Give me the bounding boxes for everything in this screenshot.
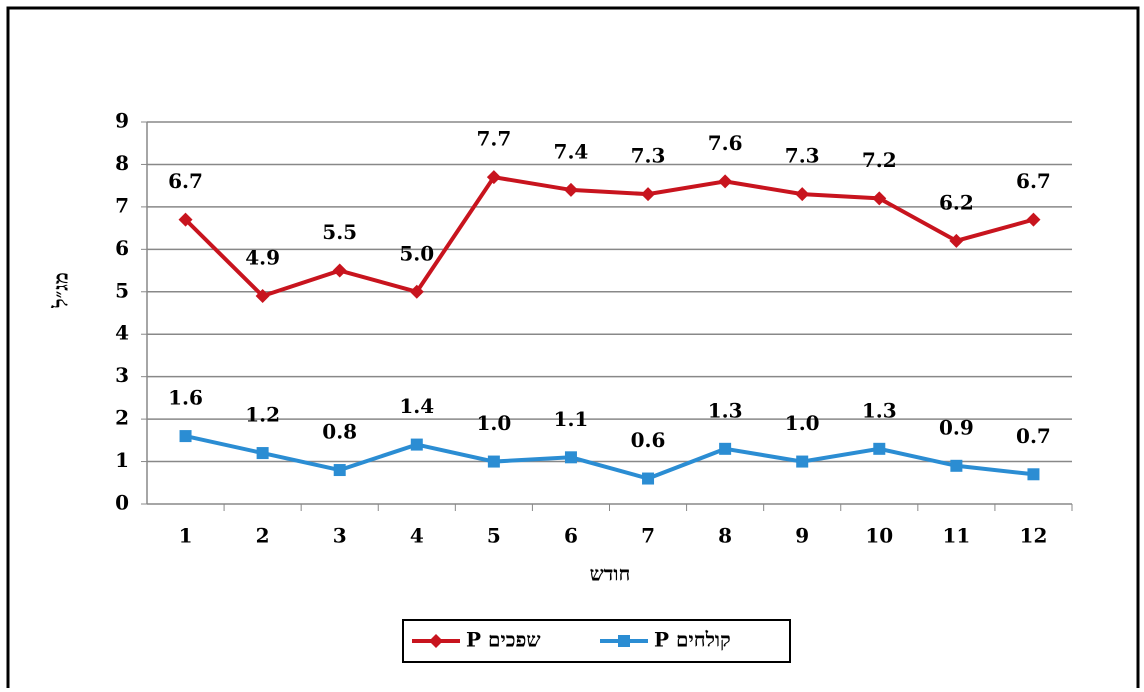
x-tick-label: 2: [256, 524, 270, 548]
point: [1026, 212, 1041, 227]
data-label: 7.2: [862, 148, 897, 172]
data-label: 0.6: [631, 428, 666, 452]
y-tick-label: 7: [115, 193, 129, 217]
legend-box: [402, 619, 791, 663]
point: [950, 459, 963, 472]
data-label: 1.2: [245, 403, 280, 427]
data-label: 1.0: [476, 411, 511, 435]
point: [872, 191, 887, 206]
x-tick-label: 3: [333, 524, 347, 548]
data-label: 4.9: [245, 246, 280, 270]
legend-marker: [618, 635, 630, 647]
data-label: 1.6: [168, 386, 203, 410]
x-tick-label: 8: [718, 524, 732, 548]
point: [178, 212, 193, 227]
frame: [6, 6, 1140, 692]
y-tick-label: 1: [115, 448, 129, 472]
data-label: 6.2: [939, 190, 974, 214]
point: [796, 455, 809, 468]
legend-marker: [429, 634, 443, 648]
y-tick-label: 6: [115, 236, 129, 260]
data-label: 7.4: [554, 139, 589, 163]
point: [486, 170, 501, 185]
data-label: 7.3: [631, 144, 666, 168]
x-tick-label: 9: [795, 524, 809, 548]
x-tick-label: 5: [487, 524, 501, 548]
point: [332, 263, 347, 278]
y-axis-label: מג״ל: [49, 272, 73, 308]
series-line: [185, 434, 1034, 481]
y-tick-label: 4: [115, 321, 129, 345]
x-axis-label: חודש: [590, 562, 631, 586]
y-tick-label: 0: [115, 491, 129, 515]
y-tick-label: 2: [115, 406, 129, 430]
point: [795, 187, 810, 202]
x-tick-label: 1: [179, 524, 193, 548]
data-label: 1.1: [554, 407, 589, 431]
series-line: [184, 174, 1034, 299]
y-tick-label: 5: [115, 278, 129, 302]
point: [255, 289, 270, 304]
point: [487, 455, 500, 468]
data-label: 7.6: [708, 131, 743, 155]
point: [179, 430, 192, 443]
point: [410, 438, 423, 451]
data-label: 1.3: [862, 398, 897, 422]
y-tick-label: 8: [115, 151, 129, 175]
legend-label: קולחים P: [654, 628, 731, 652]
data-label: 0.8: [322, 420, 357, 444]
point: [642, 472, 655, 485]
legend-label: שפכים P: [466, 628, 541, 652]
point: [949, 233, 964, 248]
point: [641, 187, 656, 202]
point: [564, 451, 577, 464]
data-label: 1.4: [399, 394, 434, 418]
data-label: 1.3: [708, 398, 743, 422]
x-tick-label: 4: [410, 524, 424, 548]
data-label: 7.3: [785, 144, 820, 168]
x-tick-label: 12: [1020, 524, 1048, 548]
point: [719, 442, 732, 455]
point: [409, 284, 424, 299]
y-tick-label: 9: [115, 109, 129, 133]
point: [1027, 468, 1040, 481]
point: [256, 447, 269, 460]
x-tick-label: 6: [564, 524, 578, 548]
x-tick-label: 10: [865, 524, 893, 548]
data-label: 7.7: [476, 127, 511, 151]
data-label: 5.0: [399, 241, 434, 265]
data-label: 6.7: [168, 169, 203, 193]
point: [563, 182, 578, 197]
data-label: 0.7: [1016, 424, 1051, 448]
x-tick-label: 7: [641, 524, 655, 548]
point: [333, 464, 346, 477]
point: [718, 174, 733, 189]
data-label: 0.9: [939, 415, 974, 439]
data-label: 6.7: [1016, 169, 1051, 193]
point: [873, 442, 886, 455]
y-tick-label: 3: [115, 363, 129, 387]
data-label: 1.0: [785, 411, 820, 435]
data-label: 5.5: [322, 220, 357, 244]
x-tick-label: 11: [942, 524, 970, 548]
